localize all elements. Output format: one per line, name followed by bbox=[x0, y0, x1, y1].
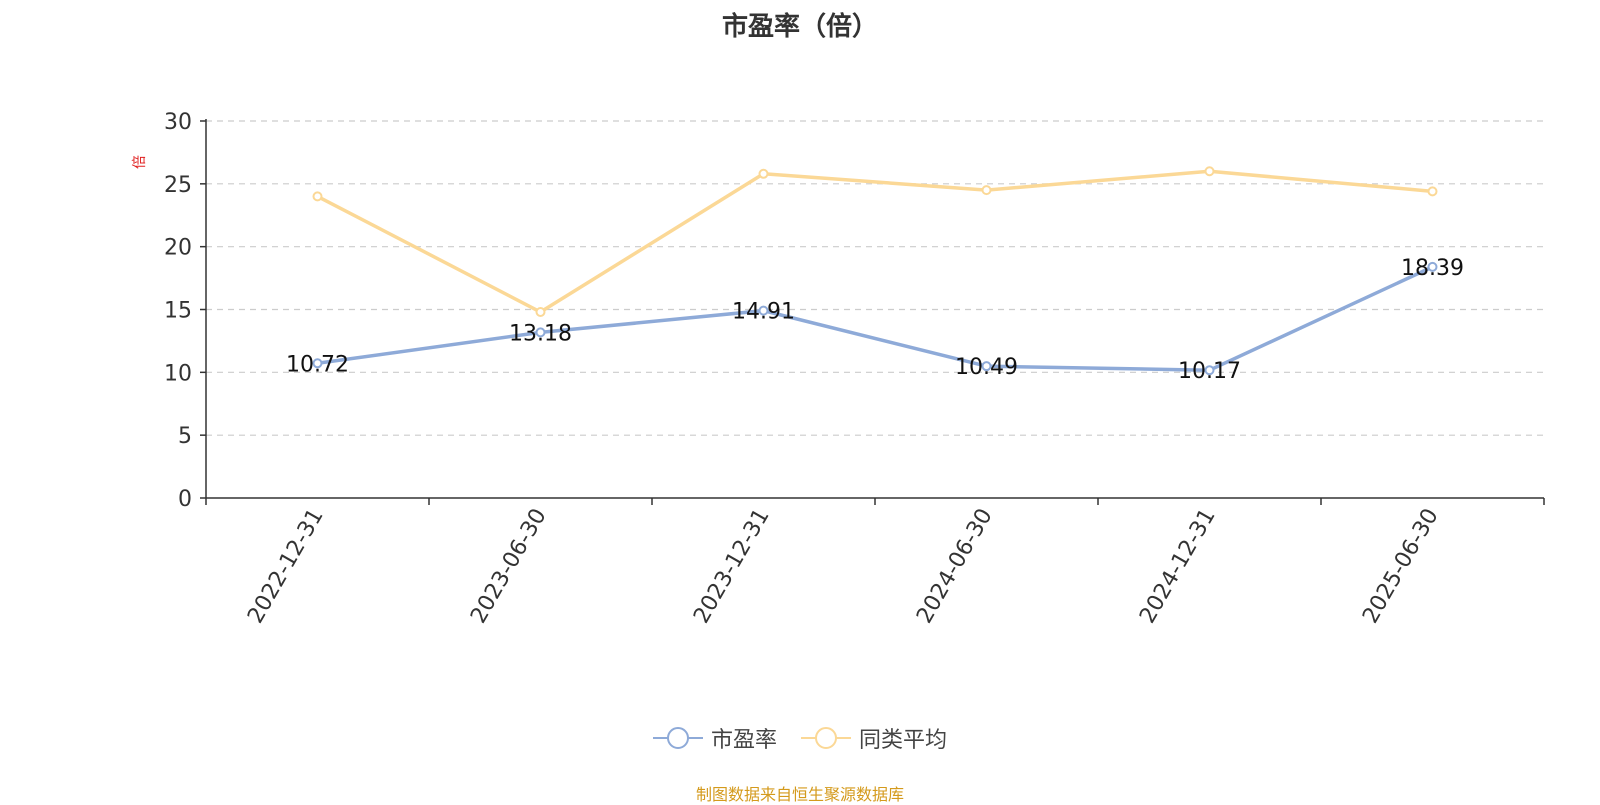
series-line-1 bbox=[317, 265, 1434, 372]
chart-title: 市盈率（倍） bbox=[721, 12, 878, 42]
source-note: 制图数据来自恒生聚源数据库 bbox=[695, 785, 904, 804]
y-tick-label: 10 bbox=[164, 361, 192, 386]
x-tick-label: 2024-06-30 bbox=[912, 505, 998, 628]
x-tick-label: 2024-12-31 bbox=[1135, 505, 1221, 628]
data-label: 13.18 bbox=[509, 321, 572, 346]
legend-marker-series-2 bbox=[815, 727, 837, 749]
legend-label-series-2: 同类平均 bbox=[859, 728, 948, 753]
y-tick-label: 25 bbox=[164, 173, 192, 198]
data-label: 10.49 bbox=[955, 355, 1018, 380]
series-2-point bbox=[1427, 186, 1438, 197]
data-label: 14.91 bbox=[732, 300, 795, 325]
y-tick-label: 0 bbox=[178, 487, 192, 512]
series-2-point bbox=[1204, 166, 1215, 177]
series-1-point bbox=[1427, 261, 1438, 272]
legend-item-series-1[interactable]: 市盈率 bbox=[652, 722, 777, 754]
series-2-point bbox=[312, 191, 323, 202]
y-tick-label: 15 bbox=[164, 299, 192, 324]
data-label: 10.72 bbox=[286, 352, 349, 377]
series-2-point bbox=[535, 307, 546, 318]
series-2-point bbox=[758, 168, 769, 179]
x-tick-label: 2022-12-31 bbox=[243, 505, 329, 628]
series-2-point bbox=[981, 185, 992, 196]
y-tick-label: 20 bbox=[164, 236, 192, 261]
y-tick-label: 5 bbox=[178, 424, 192, 449]
series-1-point bbox=[981, 361, 992, 372]
legend-swatch-series-1 bbox=[652, 727, 703, 749]
data-label: 10.17 bbox=[1178, 359, 1241, 384]
x-tick-label: 2023-06-30 bbox=[466, 505, 552, 628]
legend-item-series-2[interactable]: 同类平均 bbox=[801, 722, 947, 754]
legend: 市盈率 同类平均 bbox=[0, 722, 1600, 754]
legend-marker-series-1 bbox=[666, 727, 689, 749]
series-1-point bbox=[1204, 365, 1215, 376]
series-1-point bbox=[535, 327, 546, 338]
y-axis-label: 倍 bbox=[132, 155, 148, 169]
x-tick-label: 2023-12-31 bbox=[689, 505, 775, 628]
legend-swatch-series-2 bbox=[801, 727, 851, 749]
series-1-point bbox=[312, 358, 323, 369]
x-tick-label: 2025-06-30 bbox=[1358, 505, 1444, 628]
series-1-point bbox=[758, 305, 769, 316]
y-tick-label: 30 bbox=[164, 110, 192, 135]
legend-label-series-1: 市盈率 bbox=[710, 728, 777, 753]
series-line-2 bbox=[316, 169, 1433, 314]
data-label: 18.39 bbox=[1401, 256, 1464, 281]
